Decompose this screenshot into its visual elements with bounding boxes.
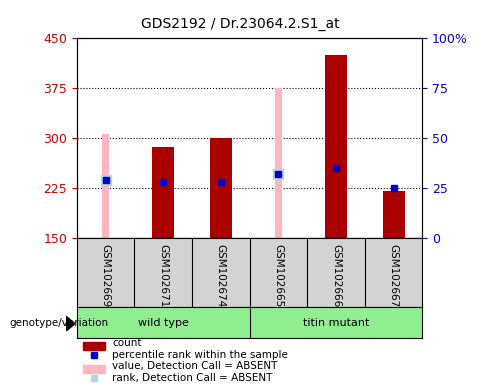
Bar	[152, 147, 174, 238]
Text: titin mutant: titin mutant	[303, 318, 369, 328]
Polygon shape	[66, 316, 75, 331]
Bar	[83, 342, 105, 349]
Text: genotype/variation: genotype/variation	[10, 318, 109, 328]
Bar	[383, 192, 405, 238]
Bar	[83, 364, 105, 372]
Text: count: count	[112, 338, 142, 348]
Text: rank, Detection Call = ABSENT: rank, Detection Call = ABSENT	[112, 373, 273, 383]
Text: percentile rank within the sample: percentile rank within the sample	[112, 350, 288, 360]
Text: GSM102671: GSM102671	[158, 243, 168, 307]
Bar	[325, 55, 347, 238]
Text: GSM102665: GSM102665	[274, 243, 283, 307]
Text: GSM102666: GSM102666	[331, 243, 341, 307]
Text: value, Detection Call = ABSENT: value, Detection Call = ABSENT	[112, 361, 278, 371]
Text: GSM102667: GSM102667	[389, 243, 398, 307]
Text: GSM102674: GSM102674	[216, 243, 226, 307]
Bar	[275, 88, 282, 238]
Bar	[210, 138, 232, 238]
Text: GDS2192 / Dr.23064.2.S1_at: GDS2192 / Dr.23064.2.S1_at	[141, 17, 339, 31]
Text: wild type: wild type	[138, 318, 189, 328]
Bar	[102, 134, 109, 238]
Text: GSM102669: GSM102669	[101, 243, 110, 307]
